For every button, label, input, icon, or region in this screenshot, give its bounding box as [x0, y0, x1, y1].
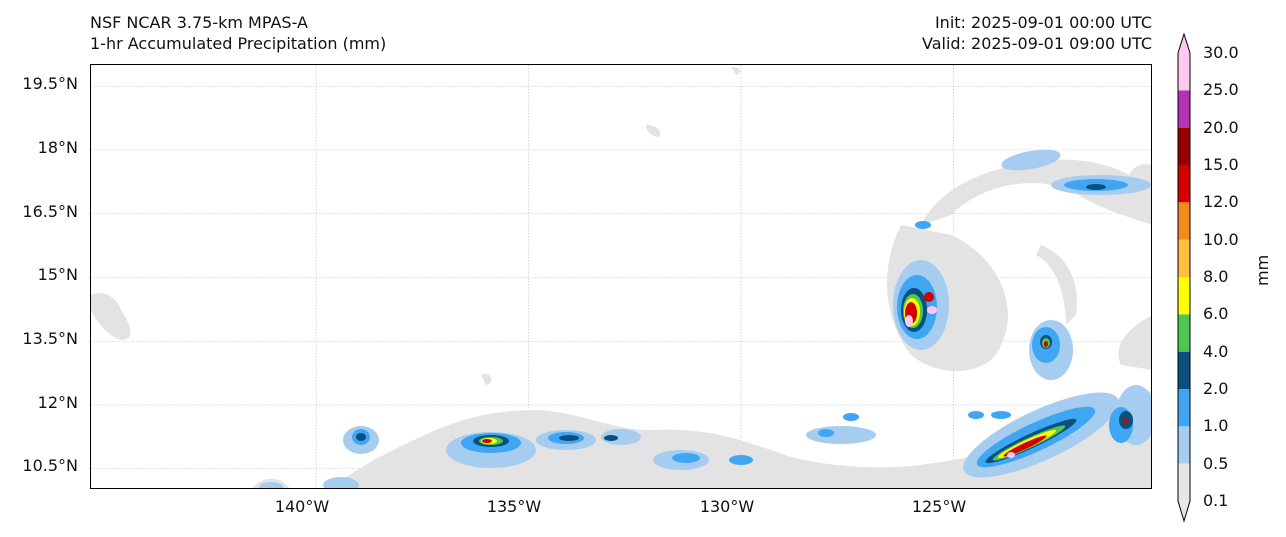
colorbar-segment [1178, 239, 1190, 277]
title-left: NSF NCAR 3.75-km MPAS-A 1-hr Accumulated… [90, 12, 386, 54]
lat-label-16-5: 16.5°N [22, 202, 78, 221]
lon-label-135w: 135°W [486, 497, 542, 516]
map-canvas [91, 65, 1151, 488]
model-title: NSF NCAR 3.75-km MPAS-A [90, 13, 308, 32]
colorbar-segment [1178, 351, 1190, 389]
colorbar-segment [1178, 426, 1190, 464]
colorbar-tick-label: 25.0 [1203, 80, 1239, 100]
title-right: Init: 2025-09-01 00:00 UTC Valid: 2025-0… [922, 12, 1152, 54]
colorbar-tick-label: 8.0 [1203, 267, 1229, 286]
lat-label-10-5: 10.5°N [22, 456, 78, 475]
colorbar [1177, 33, 1191, 523]
lat-label-19-5: 19.5°N [22, 74, 78, 93]
colorbar-outline [1177, 33, 1191, 523]
lon-label-130w: 130°W [699, 497, 755, 516]
lat-label-12: 12°N [37, 393, 78, 412]
graticule [91, 65, 1151, 488]
valid-time: Valid: 2025-09-01 09:00 UTC [921, 34, 1152, 53]
colorbar-tick-label: 10.0 [1203, 229, 1239, 249]
colorbar-tick-label: 30.0 [1203, 43, 1239, 62]
colorbar-tick-label: 2.0 [1203, 379, 1229, 398]
lat-label-13-5: 13.5°N [22, 329, 78, 348]
colorbar-tick-label: 20.0 [1203, 117, 1239, 137]
init-time: Init: 2025-09-01 00:00 UTC [934, 13, 1152, 32]
colorbar-segment [1178, 90, 1190, 128]
colorbar-tick-label: 0.5 [1203, 453, 1229, 473]
field-title: 1-hr Accumulated Precipitation (mm) [90, 34, 387, 53]
lat-label-18: 18°N [37, 138, 78, 157]
precipitation-map [90, 64, 1152, 489]
colorbar-segment [1178, 463, 1190, 521]
colorbar-segment [1178, 127, 1190, 165]
colorbar-tick-label: 12.0 [1203, 192, 1239, 212]
lon-label-125w: 125°W [911, 497, 967, 516]
colorbar-segment [1178, 389, 1190, 427]
colorbar-segment [1178, 202, 1190, 240]
colorbar-tick-label: 4.0 [1203, 341, 1229, 361]
colorbar-segment [1178, 314, 1190, 352]
colorbar-segment [1178, 165, 1190, 203]
precip-light-field [91, 67, 1151, 488]
lat-label-15: 15°N [37, 265, 78, 284]
colorbar-unit: mm [1253, 254, 1272, 286]
colorbar-tick-label: 0.1 [1203, 491, 1229, 510]
colorbar-tick-label: 15.0 [1203, 155, 1239, 174]
colorbar-tick-label: 1.0 [1203, 416, 1229, 436]
precip-intense-cores [356, 184, 1133, 464]
colorbar-segment [1178, 277, 1190, 315]
lon-label-140w: 140°W [274, 497, 330, 516]
colorbar-segment [1178, 34, 1190, 91]
colorbar-tick-label: 6.0 [1203, 304, 1229, 324]
